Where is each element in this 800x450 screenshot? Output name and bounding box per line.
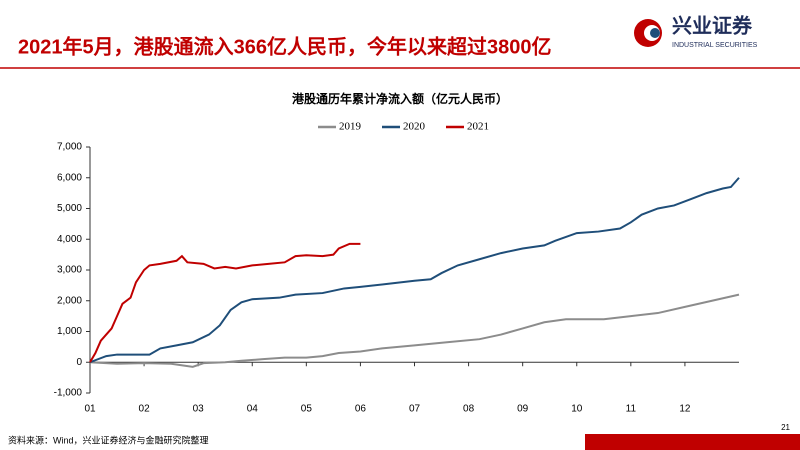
footer-bar [585, 434, 800, 450]
y-tick-label: 0 [76, 357, 82, 368]
x-tick-label: 04 [247, 404, 259, 415]
x-tick-label: 03 [193, 404, 205, 415]
y-tick-label: 4,000 [57, 234, 82, 245]
x-tick-label: 10 [571, 404, 583, 415]
series-line [89, 242, 361, 363]
logo-text: 兴业证券 [672, 13, 753, 37]
logo-icon-core [650, 28, 660, 38]
logo-subtext: INDUSTRIAL SECURITIES [672, 42, 758, 49]
x-tick-label: 11 [626, 404, 637, 415]
y-tick-label: 6,000 [57, 172, 82, 183]
x-tick-label: 12 [679, 404, 691, 415]
y-tick-label: 1,000 [57, 326, 82, 337]
x-tick-label: 09 [517, 404, 529, 415]
slide-title: 2021年5月，港股通流入366亿人民币，今年以来超过3800亿 [18, 34, 551, 58]
series-line [89, 177, 740, 364]
y-tick-label: 5,000 [57, 203, 82, 214]
y-tick-label: -1,000 [54, 388, 83, 399]
x-tick-label: 06 [355, 404, 367, 415]
x-tick-label: 02 [139, 404, 151, 415]
chart-title: 港股通历年累计净流入额（亿元人民币） [292, 91, 508, 106]
legend-label: 2020 [403, 121, 426, 133]
page-number: 21 [781, 423, 790, 432]
x-tick-label: 08 [463, 404, 475, 415]
y-tick-label: 2,000 [57, 295, 82, 306]
y-tick-label: 3,000 [57, 265, 82, 276]
series-line [89, 293, 740, 368]
y-tick-label: 7,000 [57, 142, 82, 153]
legend-label: 2021 [467, 121, 489, 133]
source-note: 资料来源：Wind，兴业证券经济与金融研究院整理 [8, 434, 209, 445]
x-tick-label: 07 [409, 404, 421, 415]
x-tick-label: 05 [301, 404, 313, 415]
legend-label: 2019 [339, 121, 362, 133]
x-tick-label: 01 [84, 404, 96, 415]
